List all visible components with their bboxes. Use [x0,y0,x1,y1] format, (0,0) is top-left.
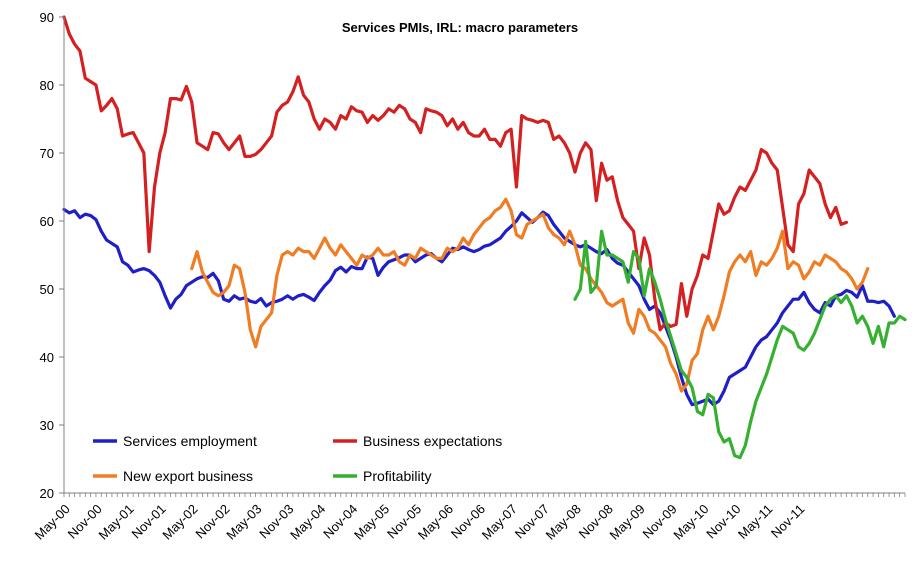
series-layer [62,15,907,460]
series-line-new-export-business [190,197,870,393]
y-tick-label: 30 [40,418,54,433]
y-tick-label: 40 [40,350,54,365]
series-line-services-employment [62,207,896,407]
legend: Services employment Business expectations… [93,433,502,484]
legend-label-services-employment: Services employment [123,433,257,449]
y-tick-label: 20 [40,486,54,501]
y-tick-label: 90 [40,10,54,25]
y-tick-label: 70 [40,146,54,161]
y-tick-label: 80 [40,78,54,93]
y-tick-label: 60 [40,214,54,229]
legend-label-new-export-business: New export business [123,468,253,484]
chart-title: Services PMIs, IRL: macro parameters [342,20,578,35]
y-tick-label: 50 [40,282,54,297]
legend-label-profitability: Profitability [363,468,431,484]
series-line-business-expectations [62,15,849,332]
legend-label-business-expectations: Business expectations [363,433,502,449]
series-line-profitability [573,229,907,460]
